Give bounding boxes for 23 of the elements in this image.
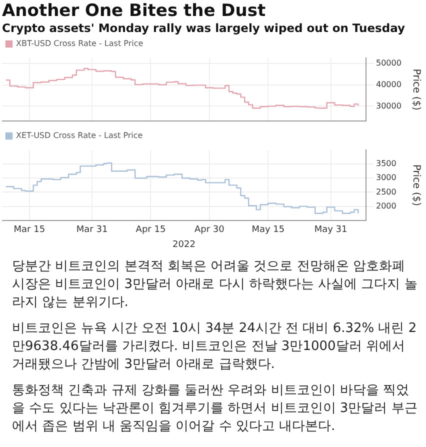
text: 비트코인은 뉴욕 시간 오전 10시 34분 24시간 전 대비 6.32% 내린 2만9638.46달러를 가리켰다. 비트코인은 전날 3만1000달러 위에서 거래됐으나 간밤에 3만달러 아래로 급락했다. [12,320,418,374]
y-tick-label: 50000 [376,58,402,68]
x-tick-label: Apr 30 [194,225,225,236]
x-tick-label: Mar 15 [14,225,46,236]
x-tick-label: Apr 15 [136,225,166,236]
y-tick-label: 30000 [376,101,402,110]
y-tick-label: 3500 [376,159,396,168]
y-axis-title: Price ($) [410,68,422,111]
x-tick-label: May 31 [314,225,348,236]
x-tick-label: Mar 31 [76,225,108,236]
text: 통화정책 긴축과 규제 강화를 둘러싼 우려와 비트코인이 바닥을 찍었을 수도 있다는 낙관론이 힘겨루기를 하면서 비트코인이 3만달러 부근에서 좁은 범위 내 움직임을 이어갈 수 있다고 내다본다. [12,382,418,436]
y-tick-label: 3000 [376,173,396,182]
y-tick-label: 40000 [376,80,402,89]
x-axis-title: 2022 [172,240,196,250]
chart-subtitle: Crypto assets' Monday rally was largely wiped out on Tuesday [2,21,406,36]
chart-title: Another One Bites the Dust [2,1,267,21]
legend-label: XET-USD Cross Rate - Last Price [16,131,143,140]
x-tick-label: May 15 [252,225,285,236]
y-axis-title: Price ($) [410,164,422,206]
legend-label: XBT-USD Cross Rate - Last Price [16,39,144,48]
y-tick-label: 2000 [376,201,396,210]
y-tick-label: 2500 [376,187,396,196]
text: 당분간 비트코인의 본격적 회복은 어려울 것으로 전망해온 암호화폐 시장은 비트코인이 3만달러 아래로 다시 하락했다는 사실에 그다지 놀라지 않는 분위기다. [12,258,418,312]
